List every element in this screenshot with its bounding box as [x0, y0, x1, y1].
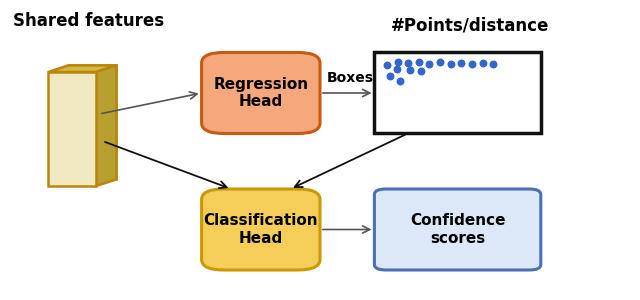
Point [414, 59, 424, 64]
Text: Confidence
scores: Confidence scores [410, 213, 506, 246]
Point [404, 67, 415, 72]
FancyBboxPatch shape [374, 189, 541, 270]
Point [393, 59, 403, 64]
Text: #Points/distance: #Points/distance [391, 16, 550, 34]
Point [446, 61, 456, 66]
Point [424, 61, 434, 66]
FancyBboxPatch shape [202, 52, 320, 134]
Point [395, 79, 405, 83]
Text: Boxes: Boxes [326, 71, 373, 85]
Point [456, 61, 466, 65]
Point [478, 61, 488, 65]
Point [416, 68, 426, 73]
Point [403, 61, 413, 65]
Text: Classification
Head: Classification Head [204, 213, 318, 246]
Bar [374, 52, 541, 134]
Polygon shape [48, 72, 96, 186]
Point [382, 62, 392, 67]
Text: Regression
Head: Regression Head [213, 77, 308, 109]
Polygon shape [96, 65, 116, 186]
FancyBboxPatch shape [202, 189, 320, 270]
Point [467, 61, 477, 66]
Point [435, 60, 445, 65]
Point [488, 62, 498, 67]
Polygon shape [48, 65, 116, 72]
Polygon shape [68, 65, 116, 179]
Point [392, 67, 402, 71]
Text: Shared features: Shared features [13, 12, 164, 30]
Point [385, 73, 396, 78]
